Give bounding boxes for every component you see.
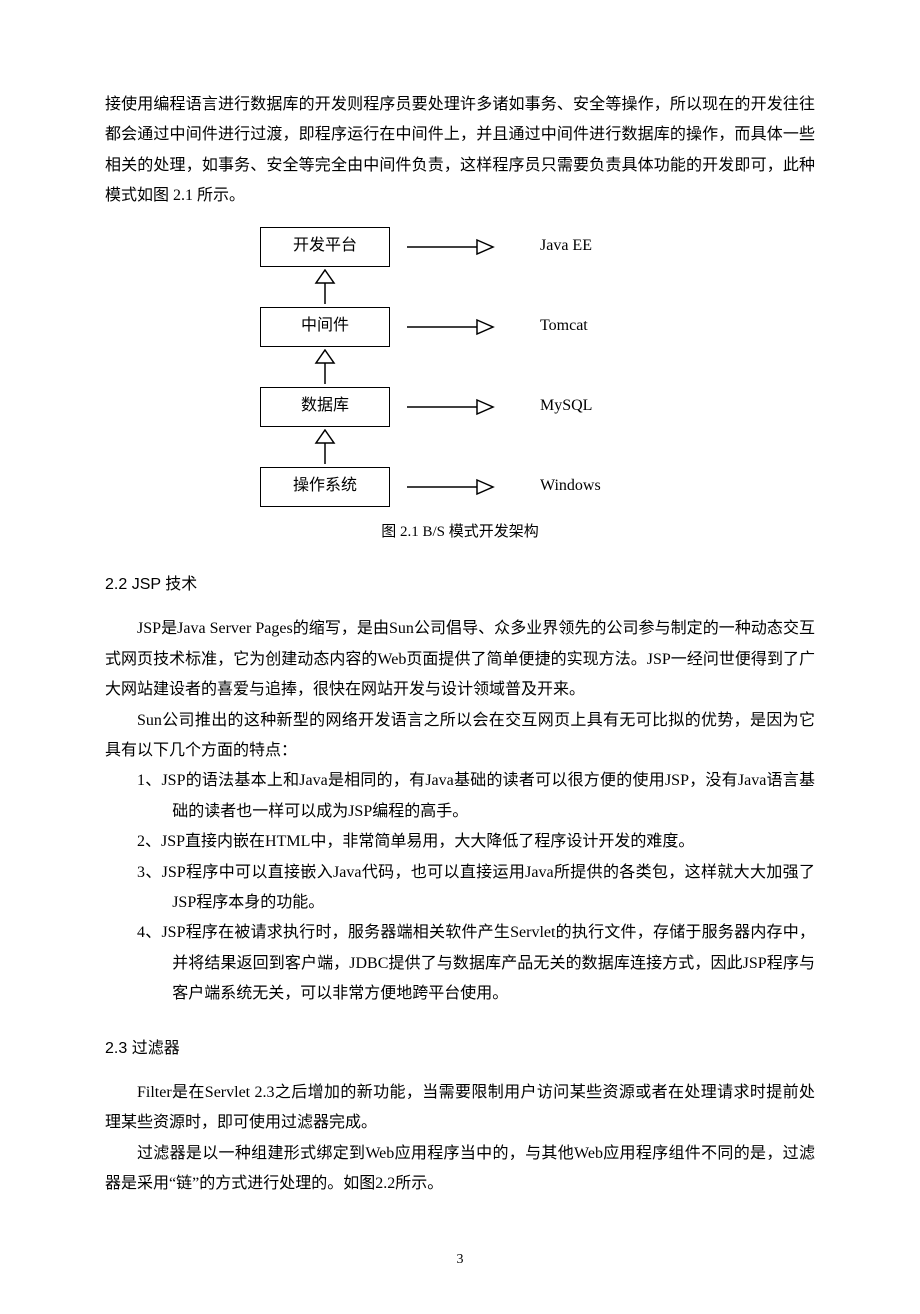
arrow-up-icon bbox=[260, 429, 390, 465]
arrow-up-icon bbox=[260, 349, 390, 385]
arrow-right-icon bbox=[390, 318, 510, 336]
node-database-label: MySQL bbox=[540, 391, 592, 421]
node-database: 数据库 bbox=[260, 387, 390, 427]
diagram-row: 开发平台 Java EE bbox=[230, 226, 690, 268]
section-2-3-title: 2.3 过滤器 bbox=[105, 1034, 815, 1064]
arrow-right-icon bbox=[390, 398, 510, 416]
arrow-right-icon bbox=[390, 238, 510, 256]
s22-list-item-2: 2、JSP直接内嵌在HTML中，非常简单易用，大大降低了程序设计开发的难度。 bbox=[105, 827, 815, 857]
node-middleware: 中间件 bbox=[260, 307, 390, 347]
node-middleware-label: Tomcat bbox=[540, 311, 588, 341]
diagram-vgap bbox=[230, 268, 690, 306]
page-number: 3 bbox=[105, 1247, 815, 1274]
node-dev-platform: 开发平台 bbox=[260, 227, 390, 267]
s23-paragraph-1: Filter是在Servlet 2.3之后增加的新功能，当需要限制用户访问某些资… bbox=[105, 1078, 815, 1139]
diagram-row: 中间件 Tomcat bbox=[230, 306, 690, 348]
diagram-row: 操作系统 Windows bbox=[230, 466, 690, 508]
diagram-row: 数据库 MySQL bbox=[230, 386, 690, 428]
s22-list-item-4: 4、JSP程序在被请求执行时，服务器端相关软件产生Servlet的执行文件，存储… bbox=[105, 918, 815, 1009]
diagram-vgap bbox=[230, 428, 690, 466]
node-os-label: Windows bbox=[540, 471, 601, 501]
s23-paragraph-2: 过滤器是以一种组建形式绑定到Web应用程序当中的，与其他Web应用程序组件不同的… bbox=[105, 1139, 815, 1200]
intro-paragraph: 接使用编程语言进行数据库的开发则程序员要处理许多诸如事务、安全等操作，所以现在的… bbox=[105, 90, 815, 212]
arrow-up-icon bbox=[260, 269, 390, 305]
section-2-2-title: 2.2 JSP 技术 bbox=[105, 570, 815, 600]
s22-paragraph-2: Sun公司推出的这种新型的网络开发语言之所以会在交互网页上具有无可比拟的优势，是… bbox=[105, 706, 815, 767]
diagram-caption: 图 2.1 B/S 模式开发架构 bbox=[105, 518, 815, 547]
diagram-vgap bbox=[230, 348, 690, 386]
bs-architecture-diagram: 开发平台 Java EE 中间件 Tomcat bbox=[230, 226, 690, 508]
s22-paragraph-1: JSP是Java Server Pages的缩写，是由Sun公司倡导、众多业界领… bbox=[105, 614, 815, 705]
s22-list-item-1: 1、JSP的语法基本上和Java是相同的，有Java基础的读者可以很方便的使用J… bbox=[105, 766, 815, 827]
node-os: 操作系统 bbox=[260, 467, 390, 507]
node-dev-label: Java EE bbox=[540, 231, 592, 261]
s22-list-item-3: 3、JSP程序中可以直接嵌入Java代码，也可以直接运用Java所提供的各类包，… bbox=[105, 858, 815, 919]
arrow-right-icon bbox=[390, 478, 510, 496]
